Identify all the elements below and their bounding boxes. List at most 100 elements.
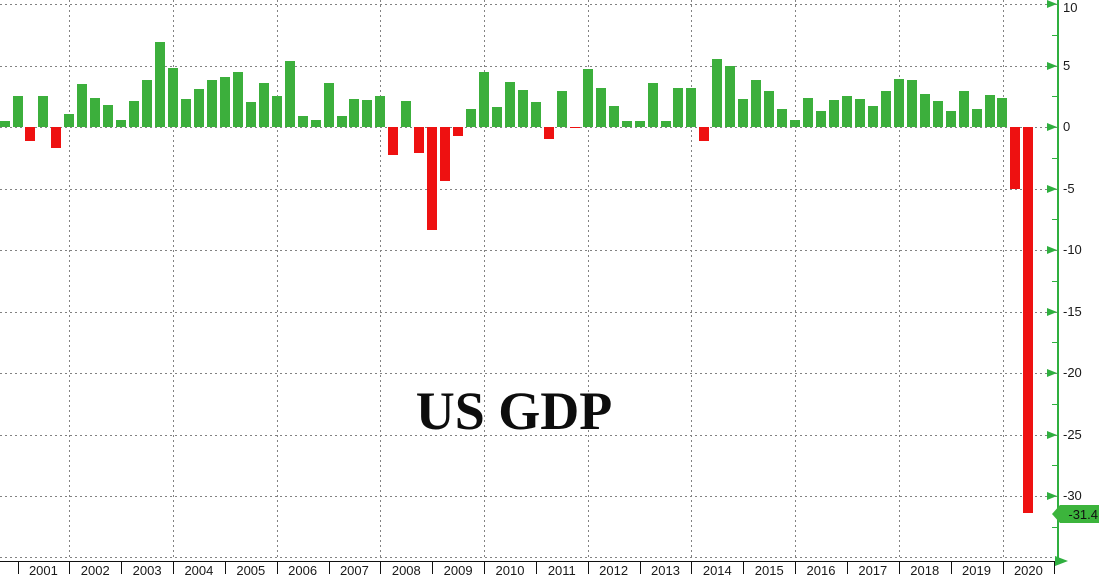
- gdp-bar-2002Q4: [116, 119, 127, 127]
- x-year-label-2012: 2012: [599, 563, 629, 578]
- y-tick-label--15: -15: [1063, 303, 1082, 319]
- x-year-separator: [173, 561, 174, 574]
- x-year-separator: [846, 561, 848, 574]
- gdp-bar-2007Q1: [336, 115, 347, 127]
- gdp-bar-2014Q3: [725, 65, 736, 127]
- y-tick-label--5: -5: [1063, 180, 1075, 196]
- x-year-label-2016: 2016: [806, 563, 836, 578]
- y-tick-arrow-icon: [1047, 123, 1057, 131]
- gdp-bar-2013Q1: [647, 82, 658, 127]
- gdp-bar-2007Q4: [375, 96, 386, 128]
- gdp-bar-2006Q4: [323, 82, 334, 127]
- y-tick-arrow-icon: [1047, 246, 1057, 254]
- x-year-separator: [17, 561, 19, 574]
- v-gridline-2002: [69, 0, 71, 557]
- y-minor-tick: [1052, 219, 1057, 221]
- gdp-bar-2001Q2: [38, 96, 49, 128]
- gdp-bar-2003Q1: [129, 101, 140, 127]
- x-year-separator: [639, 561, 641, 574]
- gdp-bar-2002Q1: [77, 83, 88, 127]
- gdp-bar-2007Q2: [349, 98, 360, 127]
- y-minor-tick: [1052, 96, 1057, 98]
- v-gridline-2012: [587, 0, 589, 557]
- gdp-bar-2001Q4: [64, 113, 75, 127]
- x-year-label-2019: 2019: [962, 563, 991, 578]
- x-year-separator: [1054, 561, 1056, 574]
- x-year-label-2009: 2009: [443, 563, 473, 578]
- y-tick-arrow-icon: [1047, 61, 1057, 70]
- gdp-bar-2012Q3: [621, 120, 632, 127]
- x-year-label-2020: 2020: [1013, 563, 1043, 578]
- gdp-bar-2010Q1: [492, 107, 502, 127]
- x-year-separator: [898, 561, 900, 574]
- v-gridline-2008: [380, 0, 382, 557]
- gdp-bar-2019Q4: [997, 97, 1008, 127]
- gdp-bar-2001Q1: [25, 127, 36, 141]
- h-gridline--30: [0, 496, 1057, 497]
- h-gridline--20: [0, 373, 1057, 374]
- gdp-bar-2010Q3: [517, 90, 528, 127]
- gdp-bar-2012Q4: [634, 120, 645, 127]
- gdp-bar-2009Q3: [466, 108, 477, 127]
- gdp-bar-2010Q4: [530, 102, 541, 127]
- gdp-bar-2016Q4: [841, 96, 852, 128]
- gdp-bar-2008Q4: [427, 127, 438, 231]
- x-year-label-2017: 2017: [858, 563, 888, 578]
- gdp-bar-2015Q1: [751, 80, 762, 127]
- x-year-label-2005: 2005: [236, 563, 266, 578]
- gdp-bar-2014Q1: [699, 127, 710, 141]
- gdp-bar-2013Q3: [673, 87, 684, 127]
- x-year-separator: [121, 561, 123, 574]
- gdp-bar-2017Q3: [880, 91, 891, 127]
- gdp-bar-2014Q2: [712, 59, 723, 127]
- y-tick-label-0: 0: [1063, 119, 1071, 134]
- gdp-bar-2008Q1: [388, 127, 399, 156]
- y-tick-arrow-icon: [1047, 492, 1057, 500]
- gdp-bar-2009Q1: [440, 127, 451, 182]
- gdp-bar-2016Q3: [828, 99, 839, 127]
- gdp-bar-2007Q3: [362, 99, 373, 127]
- gdp-bar-2013Q2: [660, 120, 671, 127]
- v-gridline-2004: [173, 0, 174, 557]
- y-minor-tick: [1052, 465, 1057, 467]
- gdp-bar-2015Q4: [790, 119, 801, 127]
- x-axis-line: [0, 561, 1057, 562]
- v-gridline-2014: [691, 0, 693, 557]
- y-minor-tick: [1052, 34, 1057, 36]
- gdp-bar-2017Q4: [893, 79, 904, 127]
- gdp-bar-2004Q4: [219, 76, 230, 127]
- gdp-bar-2009Q2: [453, 127, 464, 136]
- gdp-bar-2011Q4: [582, 69, 593, 127]
- y-tick-label--30: -30: [1063, 488, 1082, 503]
- y-tick-arrow-icon: [1047, 0, 1057, 8]
- gdp-bar-2008Q3: [414, 127, 425, 153]
- gdp-bar-2018Q2: [919, 93, 930, 127]
- x-year-separator: [743, 561, 745, 574]
- gdp-bar-2018Q4: [945, 111, 956, 127]
- last-value-badge: -31.4: [1052, 505, 1099, 523]
- h-gridline-0: [0, 127, 1057, 128]
- y-tick-arrow-icon: [1047, 369, 1057, 377]
- x-year-separator: [587, 561, 589, 574]
- gdp-bar-2020Q1: [1010, 127, 1021, 189]
- gdp-bar-2006Q3: [310, 119, 321, 127]
- v-gridline-2016: [795, 0, 797, 557]
- gdp-bar-2011Q1: [543, 127, 554, 140]
- y-tick-arrow-icon: [1047, 307, 1057, 316]
- gdp-bar-2005Q3: [258, 82, 269, 127]
- y-tick-label--10: -10: [1063, 242, 1082, 257]
- v-gridline-2010: [484, 0, 486, 557]
- x-year-separator: [224, 561, 226, 574]
- x-year-label-2008: 2008: [391, 563, 421, 578]
- x-year-label-2010: 2010: [495, 563, 525, 578]
- gdp-bar-2010Q2: [504, 81, 515, 127]
- gdp-bar-2005Q1: [232, 71, 243, 128]
- gdp-bar-2004Q2: [193, 88, 204, 127]
- x-year-label-2018: 2018: [910, 563, 940, 578]
- h-gridline--15: [0, 311, 1057, 313]
- v-gridline-2006: [276, 0, 278, 557]
- x-year-label-2011: 2011: [547, 563, 576, 578]
- x-year-label-2003: 2003: [132, 563, 162, 578]
- gdp-bar-2004Q3: [206, 80, 217, 127]
- x-year-separator: [484, 561, 486, 574]
